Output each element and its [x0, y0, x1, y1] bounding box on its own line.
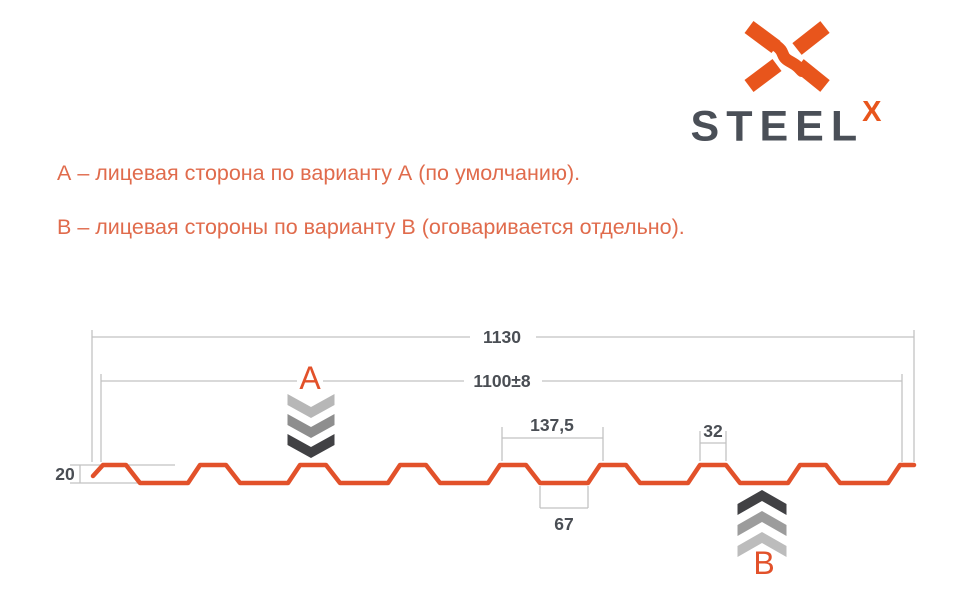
side-b-letter: В: [753, 545, 774, 581]
logo-arm-top-right: [792, 21, 830, 55]
chevron-up-2-icon: [737, 511, 787, 536]
chevron-up-icon: [737, 490, 787, 557]
dimension-valley-width: 67: [539, 486, 589, 534]
side-a-marker: А: [287, 360, 335, 458]
profile-sheet-drawing: 1130 1100±8 137,5 32 20 67 А: [55, 327, 917, 581]
side-a-letter: А: [299, 360, 321, 396]
logo-arm-bottom-left: [744, 59, 782, 92]
dim-label-total-width: 1130: [483, 327, 521, 347]
dimension-rib-top: 32: [699, 421, 727, 461]
brand-name: STEEL: [690, 102, 865, 151]
dim-label-profile-height: 20: [55, 464, 75, 484]
chevron-down-icon: [287, 394, 335, 458]
brand-wordmark: STEELX: [690, 98, 884, 151]
note-variant-a: А – лицевая сторона по варианту А (по ум…: [57, 161, 581, 185]
dimension-working-width: 1100±8: [101, 371, 902, 391]
chevron-down-3-icon: [287, 434, 335, 458]
dimension-total-width: 1130: [92, 327, 914, 347]
dimension-rib-pitch: 137,5: [501, 415, 604, 461]
chevron-down-2-icon: [287, 414, 335, 438]
side-b-marker: В: [737, 490, 787, 581]
chevron-up-1-icon: [737, 490, 787, 515]
logo-chain-link: [769, 39, 808, 77]
steelx-logo-icon: [744, 20, 830, 92]
chevron-down-1-icon: [287, 394, 335, 418]
corrugated-profile-outline: [90, 462, 917, 486]
dim-label-rib-top: 32: [703, 421, 723, 441]
note-variant-b: В – лицевая стороны по варианту В (огова…: [57, 215, 685, 239]
dim-label-working-width: 1100±8: [473, 371, 531, 391]
brand-sup-x: X: [862, 96, 882, 128]
brand-logo: STEELX: [672, 20, 902, 148]
dim-label-rib-pitch: 137,5: [530, 415, 574, 435]
extension-lines: [91, 330, 915, 462]
dim-label-valley-width: 67: [554, 514, 573, 534]
chevron-up-3-icon: [737, 532, 787, 557]
